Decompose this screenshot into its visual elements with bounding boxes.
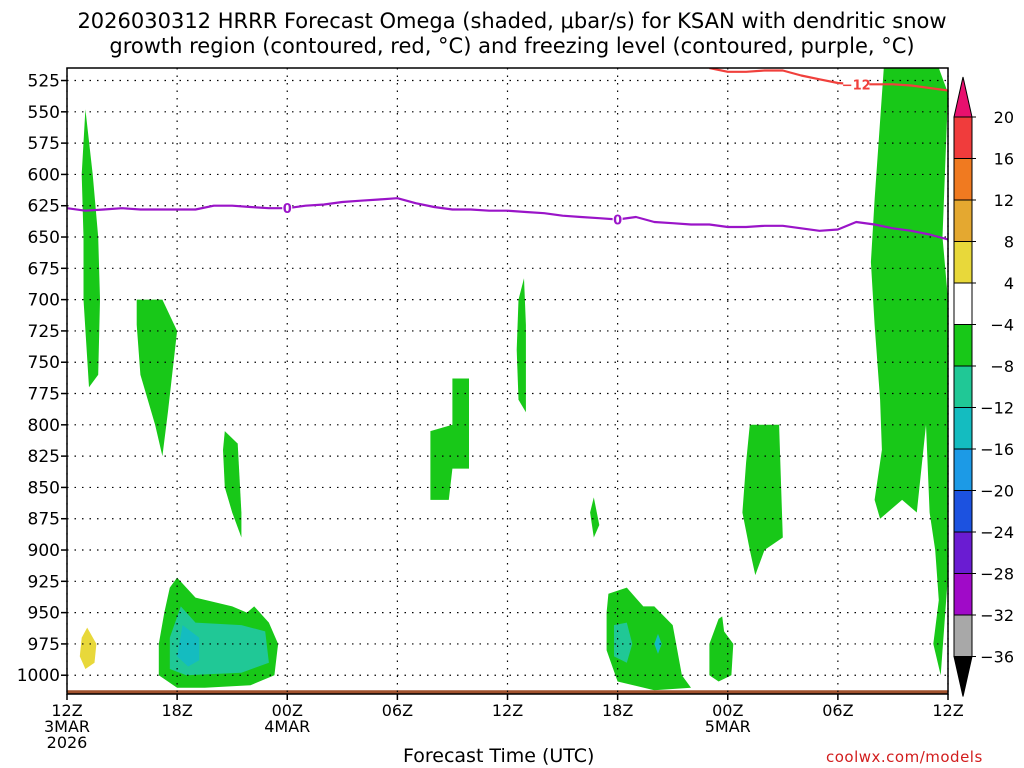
- x-tick-label: 18Z: [161, 701, 192, 720]
- x-tick-label: 5MAR: [705, 717, 751, 736]
- freezing-level-label: 0: [283, 202, 292, 217]
- omega-region-5: [516, 278, 526, 413]
- colorbar-label: 20: [994, 108, 1014, 127]
- omega-shading: [79, 68, 948, 691]
- x-tick-label: 00Z: [712, 701, 743, 720]
- x-tick-label: 12Z: [51, 701, 82, 720]
- terrain-band: [67, 690, 948, 695]
- omega-region-14: [177, 625, 200, 667]
- colorbar-segment: [953, 490, 973, 533]
- y-tick-label: 750: [28, 353, 60, 373]
- y-tick-label: 1000: [17, 666, 60, 686]
- colorbar-segment: [953, 199, 973, 242]
- y-tick-label: 675: [28, 259, 60, 279]
- x-tick-label: 18Z: [602, 701, 633, 720]
- dgz-contour-label: −12: [842, 78, 871, 93]
- colorbar-segment: [953, 365, 973, 408]
- omega-region-2: [136, 299, 178, 457]
- omega-region-10: [709, 616, 734, 682]
- y-tick-label: 900: [28, 541, 60, 561]
- y-tick-label: 600: [28, 165, 60, 185]
- y-tick-label: 825: [28, 447, 60, 467]
- y-axis: 525 550 575 600 625 650 675 700 725 750 775 800 825 8…: [17, 72, 67, 686]
- freezing-level-label-bg: [612, 211, 623, 228]
- colorbar-segment: [953, 573, 973, 616]
- colorbar-segment: [953, 614, 973, 657]
- colorbar-label: −28: [980, 565, 1014, 584]
- colorbar-segment: [953, 531, 973, 574]
- omega-region-7: [742, 424, 783, 576]
- omega-region-15: [654, 633, 662, 654]
- y-tick-label: 575: [28, 134, 60, 154]
- y-tick-label: 700: [28, 291, 60, 311]
- y-tick-label: 950: [28, 604, 60, 624]
- chart-title-line-1: 2026030312 HRRR Forecast Omega (shaded, …: [77, 9, 947, 33]
- colorbar: 20 16 12 8 4 −4 −8 −12 −16 −20 −24 −28 −32 −36: [953, 76, 1014, 697]
- dgz-contour-label-bg: [843, 76, 870, 93]
- colorbar-label: −8: [990, 357, 1014, 376]
- colorbar-label: −20: [980, 482, 1014, 501]
- omega-region-16: [79, 627, 97, 669]
- colorbar-label: −36: [980, 648, 1014, 667]
- terrain: [67, 690, 948, 695]
- colorbar-label: −12: [980, 399, 1014, 418]
- y-tick-label: 525: [28, 72, 60, 92]
- y-tick-label: 850: [28, 478, 60, 498]
- colorbar-label: 4: [1004, 274, 1014, 293]
- omega-region-4: [430, 378, 469, 500]
- omega-region-3: [223, 431, 242, 538]
- y-tick-label: 775: [28, 385, 60, 405]
- omega-region-11: [870, 68, 948, 676]
- colorbar-segment: [953, 282, 973, 325]
- x-tick-label: 2026: [47, 733, 88, 752]
- y-tick-label: 975: [28, 635, 60, 655]
- colorbar-label: 8: [1004, 233, 1014, 252]
- y-tick-label: 875: [28, 510, 60, 530]
- colorbar-segment: [953, 116, 973, 159]
- colorbar-cap-bottom: [953, 656, 973, 697]
- x-tick-label: 12Z: [932, 701, 963, 720]
- omega-region-6: [590, 497, 600, 538]
- colorbar-label: −16: [980, 440, 1014, 459]
- x-tick-label: 06Z: [822, 701, 853, 720]
- y-tick-label: 625: [28, 197, 60, 217]
- site-credit: coolwx.com/models: [826, 748, 983, 766]
- colorbar-label: −24: [980, 523, 1014, 542]
- colorbar-label: −32: [980, 606, 1014, 625]
- colorbar-label: 16: [994, 150, 1014, 169]
- x-tick-label: 3MAR: [44, 717, 90, 736]
- colorbar-label: −4: [990, 316, 1014, 335]
- freezing-level-label-bg: [282, 200, 293, 217]
- colorbar-segment: [953, 448, 973, 491]
- colorbar-segment: [953, 324, 973, 367]
- colorbar-cap-top: [953, 76, 973, 118]
- x-tick-label: 4MAR: [264, 717, 310, 736]
- omega-region-13: [614, 622, 633, 663]
- dgz-contour-line: [709, 68, 948, 92]
- x-tick-label: 00Z: [272, 701, 303, 720]
- colorbar-segment: [953, 158, 973, 201]
- omega-region-1: [81, 109, 100, 388]
- freezing-level-line: [67, 197, 948, 241]
- y-tick-label: 725: [28, 322, 60, 342]
- colorbar-segment: [953, 407, 973, 450]
- contour-lines: 0 0 −12: [67, 68, 948, 241]
- y-tick-label: 925: [28, 572, 60, 592]
- freezing-level-label: 0: [613, 213, 622, 228]
- x-tick-label: 06Z: [382, 701, 413, 720]
- chart-title-line-2: growth region (contoured, red, °C) and f…: [109, 34, 915, 58]
- x-tick-label: 12Z: [492, 701, 523, 720]
- y-tick-label: 550: [28, 103, 60, 123]
- colorbar-segment: [953, 241, 973, 284]
- x-axis-title: Forecast Time (UTC): [403, 745, 595, 767]
- colorbar-label: 12: [994, 191, 1014, 210]
- omega-region-9: [606, 587, 691, 691]
- y-tick-label: 650: [28, 228, 60, 248]
- y-tick-label: 800: [28, 416, 60, 436]
